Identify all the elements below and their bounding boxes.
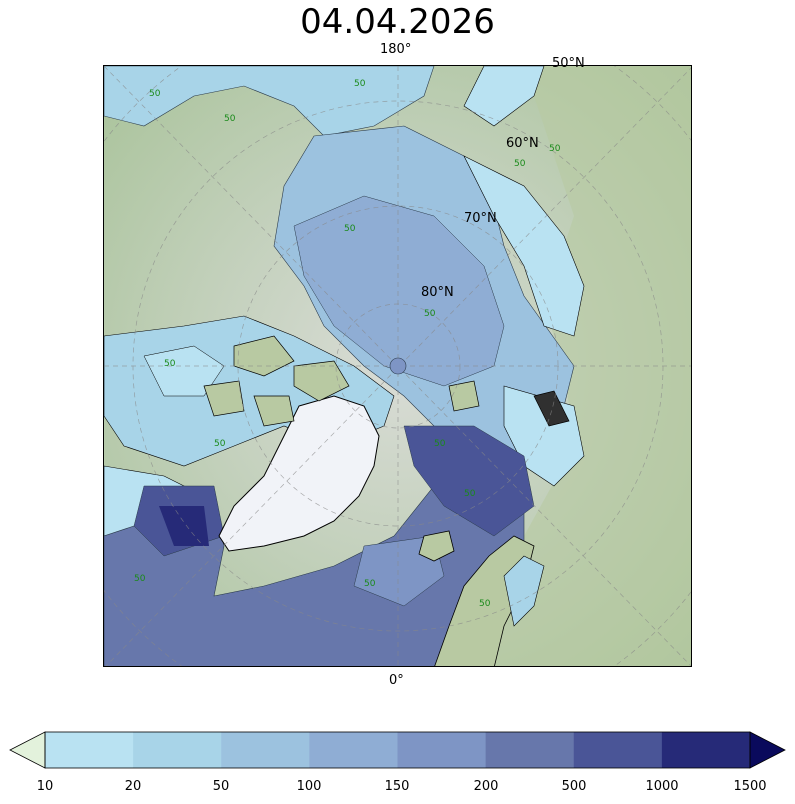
map-title: 04.04.2026	[300, 2, 495, 42]
map-svg: 50 50 50 50 50 50 50 50 50 50 50 50 50 5…	[104, 66, 691, 666]
contour-label: 50	[134, 574, 146, 584]
island	[253, 395, 295, 427]
colorbar-tick: 1000	[645, 779, 679, 794]
colorbar-tick: 50	[212, 779, 230, 794]
lat-label-70: 70°N	[464, 211, 497, 226]
contour-label: 50	[224, 114, 236, 124]
contour-label: 50	[344, 224, 356, 234]
island	[203, 380, 245, 417]
baltic-sea	[503, 555, 545, 627]
colorbar-segment	[221, 732, 310, 768]
colorbar-segment	[661, 732, 751, 768]
lon-label-0: 0°	[389, 673, 404, 688]
okhotsk-sea	[463, 66, 545, 127]
contour-label: 50	[464, 489, 476, 499]
contour-label: 50	[164, 359, 176, 369]
colorbar-segments	[45, 732, 751, 768]
novaya-zemlya	[533, 390, 570, 427]
scandinavia	[434, 535, 535, 666]
lon-label-180: 180°	[380, 42, 412, 57]
contour-label: 50	[424, 309, 436, 319]
greenland-ice	[218, 395, 380, 552]
colorbar-segment	[309, 732, 398, 768]
contour-label: 50	[214, 439, 226, 449]
colorbar-tick: 1500	[733, 779, 767, 794]
lat-label-60: 60°N	[506, 136, 539, 151]
iceland	[418, 530, 455, 562]
labrador-deep	[159, 506, 209, 546]
colorbar-tick: 20	[124, 779, 142, 794]
colorbar-segment	[397, 732, 487, 768]
colorbar	[9, 731, 786, 769]
colorbar-outline	[44, 731, 751, 769]
bering-sea	[104, 66, 435, 137]
colorbar-over-arrow	[749, 731, 786, 769]
colorbar-segment	[573, 732, 663, 768]
svalbard	[448, 380, 480, 412]
colorbar-tick: 500	[561, 779, 587, 794]
colorbar-tick: 150	[384, 779, 410, 794]
contour-label: 50	[149, 89, 161, 99]
contour-label: 50	[514, 159, 526, 169]
contour-label: 50	[479, 599, 491, 609]
contour-label: 50	[549, 144, 561, 154]
colorbar-under-arrow	[9, 731, 46, 769]
siberian-shelf	[463, 155, 585, 337]
colorbar-tick: 10	[36, 779, 54, 794]
colorbar-segment	[485, 732, 575, 768]
colorbar-segment	[45, 732, 134, 768]
island	[293, 360, 350, 402]
north-pole	[389, 357, 407, 375]
contour-label: 50	[354, 79, 366, 89]
polar-map[interactable]: 50 50 50 50 50 50 50 50 50 50 50 50 50 5…	[103, 65, 692, 667]
beaufort-shelf	[143, 345, 225, 397]
colorbar-segment	[133, 732, 222, 768]
greenland-sea	[403, 425, 535, 537]
colorbar-tick: 100	[296, 779, 322, 794]
colorbar-tick: 200	[473, 779, 499, 794]
contour-label: 50	[364, 579, 376, 589]
contour-labels: 50 50 50 50 50 50 50 50 50 50 50 50 50 5…	[134, 79, 561, 609]
lat-label-50: 50°N	[552, 56, 585, 71]
eurasia-land	[434, 66, 691, 666]
contour-label: 50	[434, 439, 446, 449]
lat-label-80: 80°N	[421, 285, 454, 300]
